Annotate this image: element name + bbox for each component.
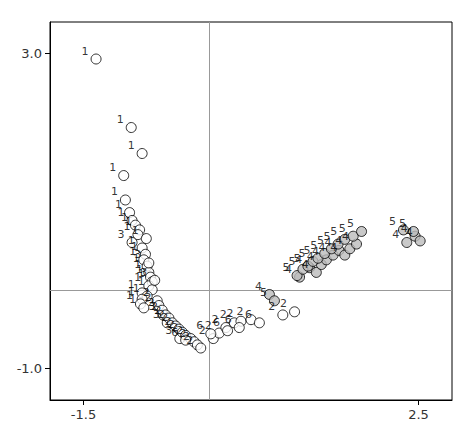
svg-text:5: 5 xyxy=(347,217,354,230)
svg-text:2: 2 xyxy=(237,305,244,318)
svg-text:6: 6 xyxy=(196,319,203,332)
svg-text:6: 6 xyxy=(213,316,220,329)
svg-text:4: 4 xyxy=(406,226,413,239)
svg-text:2: 2 xyxy=(280,297,287,310)
svg-text:3.0: 3.0 xyxy=(21,46,42,61)
svg-text:1: 1 xyxy=(128,139,135,152)
svg-text:-1.0: -1.0 xyxy=(17,361,42,376)
svg-text:1: 1 xyxy=(117,113,124,126)
svg-text:1: 1 xyxy=(109,161,116,174)
svg-text:5: 5 xyxy=(260,286,267,299)
svg-text:5: 5 xyxy=(330,225,337,238)
svg-text:2: 2 xyxy=(268,300,275,313)
svg-text:6: 6 xyxy=(225,313,232,326)
svg-text:6: 6 xyxy=(171,326,178,339)
svg-text:-1.5: -1.5 xyxy=(71,407,96,422)
svg-text:2: 2 xyxy=(186,334,193,347)
svg-text:1: 1 xyxy=(129,293,136,306)
svg-text:5: 5 xyxy=(339,222,346,235)
svg-text:3: 3 xyxy=(140,266,147,279)
svg-text:2.5: 2.5 xyxy=(408,407,429,422)
svg-text:1: 1 xyxy=(82,45,89,58)
svg-text:5: 5 xyxy=(399,217,406,230)
svg-text:3: 3 xyxy=(134,248,141,261)
svg-text:1: 1 xyxy=(111,185,118,198)
svg-text:3: 3 xyxy=(118,228,125,241)
svg-text:6: 6 xyxy=(245,308,252,321)
svg-text:5: 5 xyxy=(389,215,396,228)
